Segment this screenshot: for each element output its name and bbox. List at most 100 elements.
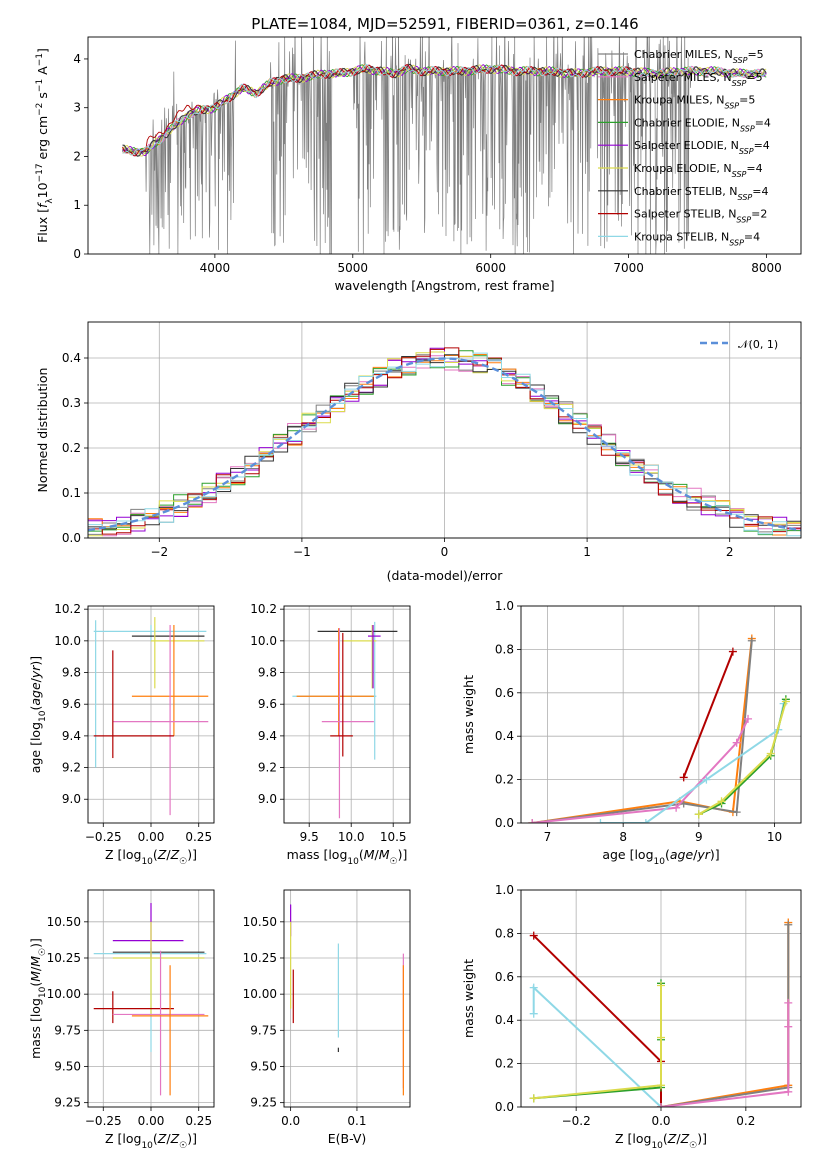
model-spectrum-line: [122, 64, 767, 155]
y-tick-label: 1: [73, 198, 81, 212]
residuals-panel: −2 −1 0 1 2 0.0 0.1 0.2 0.3 0.4 (data-model)/error…: [35, 321, 802, 583]
legend-label-part: =2: [751, 208, 767, 221]
y-tick-label: 0.0: [495, 816, 514, 830]
y-tick-label: 0.0: [62, 531, 81, 545]
weight-marker: [747, 636, 756, 645]
x-tick-label: 0.25: [185, 830, 212, 844]
x-axis-label-part: )]: [187, 847, 197, 862]
x-axis-label-part: (: [153, 847, 158, 862]
y-tick-label: 0.4: [495, 729, 514, 743]
legend-label-part: =4: [755, 116, 771, 129]
plot-area: [292, 621, 398, 819]
y-axis-label-part: )]: [28, 656, 43, 666]
legend-label: Kroupa STELIB, NSSP=4: [634, 230, 760, 247]
y-axis-label-part: −1: [35, 79, 45, 92]
x-axis-label-part: )]: [697, 1131, 707, 1146]
x-axis-label-part: M: [364, 847, 375, 862]
x-axis-label-part: Z: [157, 1131, 167, 1146]
axes-frame: [520, 605, 802, 824]
legend: 𝒩(0, 1): [700, 338, 778, 351]
y-axis-label: age [log10(age/yr)]: [28, 656, 48, 773]
y-axis-label-part: 10: [38, 986, 48, 998]
x-tick-label: 4000: [200, 261, 231, 275]
weight-marker: [784, 998, 793, 1007]
y-tick-label: 9.6: [62, 697, 81, 711]
y-tick-label: 9.50: [54, 1059, 81, 1073]
x-axis-label-part: )]: [710, 847, 720, 862]
errorbar-point: [296, 628, 374, 736]
x-tick-label: 0.0: [281, 1114, 300, 1128]
legend-label-part: Kroupa ELODIE, N: [634, 162, 732, 175]
weight-marker: [694, 810, 703, 819]
y-tick-label: 9.4: [62, 729, 81, 743]
y-axis-label-part: A: [35, 66, 50, 79]
weight-marker: [784, 1022, 793, 1031]
mass-vs-Z-panel: −0.25 0.00 0.25 9.25 9.50 9.75 10.00 10.25 10.50…: [28, 889, 215, 1151]
weight-line: [533, 985, 662, 1100]
y-tick-label: 0.2: [495, 773, 514, 787]
x-axis-label-part: age [log: [602, 847, 653, 862]
legend: Chabrier MILES, NSSP=5 Salpeter MILES, NS…: [598, 48, 771, 247]
axes-frame: [87, 889, 215, 1108]
weight-marker: [766, 749, 775, 758]
errorbar-point: [93, 625, 207, 641]
legend-label-part: Chabrier ELODIE, N: [634, 116, 740, 129]
x-tick-label: −0.2: [562, 1114, 591, 1128]
y-tick-label: 9.75: [54, 1023, 81, 1037]
y-axis-label-part: 10: [35, 182, 50, 198]
x-tick-label: 7: [544, 830, 552, 844]
weight-marker: [641, 819, 650, 823]
x-axis-label-part: M: [379, 847, 390, 862]
y-tick-label: 10.25: [47, 951, 81, 965]
legend-label-part: SSP: [724, 101, 739, 110]
y-tick-label: 2: [73, 149, 81, 163]
x-axis-label-part: Z: [680, 1131, 690, 1146]
errorbar-point: [292, 621, 377, 760]
legend-label: Kroupa ELODIE, NSSP=4: [634, 162, 763, 179]
legend-label-part: SSP: [732, 170, 747, 179]
y-axis-label: mass weight: [461, 675, 476, 754]
weight-marker: [657, 1081, 665, 1090]
plot-area: [93, 617, 209, 816]
legend-label-part: =4: [746, 162, 762, 175]
plot-area: [528, 634, 790, 823]
x-tick-label: 5000: [338, 261, 369, 275]
y-axis-label-part: ☉: [38, 948, 48, 956]
weight-marker: [528, 819, 537, 823]
errorbar-point: [93, 947, 207, 1053]
y-axis-label-part: (: [28, 706, 43, 711]
x-axis-label: E(B-V): [328, 1131, 367, 1146]
x-axis-label-part: /: [693, 847, 698, 862]
x-tick-label: 9: [695, 830, 703, 844]
axes-frame: [87, 321, 802, 539]
x-tick-label: −0.25: [85, 830, 122, 844]
panels: 4000 5000 6000 7000 8000 0 1 2 3 4 wavelength [Ang…: [28, 36, 802, 1151]
weight-marker: [657, 981, 665, 990]
weight-line: [532, 640, 753, 823]
plot-area: [122, 37, 767, 254]
y-axis-label: Flux [fλ10−17 erg cm−2 s−1 A−1]: [35, 48, 55, 243]
y-axis-label-part: −17: [35, 163, 45, 182]
x-axis-label-part: (: [663, 1131, 668, 1146]
x-axis-label-part: )]: [187, 1131, 197, 1146]
x-axis-label-part: Z: [667, 1131, 677, 1146]
errorbar-point: [151, 617, 205, 689]
y-axis-label: Normed distribution: [35, 368, 50, 493]
weight-line: [698, 701, 787, 816]
legend-label: Salpeter MILES, NSSP=5: [634, 71, 763, 88]
y-tick-label: 0.4: [495, 1013, 514, 1027]
y-tick-label: 0.0: [495, 1100, 514, 1114]
x-axis-label-part: /: [676, 1131, 681, 1146]
y-tick-label: 10.0: [54, 634, 81, 648]
legend-label: Chabrier MILES, NSSP=5: [634, 48, 764, 65]
model-spectrum-line: [122, 63, 636, 157]
y-tick-label: 9.25: [54, 1096, 81, 1110]
y-tick-label: 10.00: [243, 987, 277, 1001]
y-tick-label: 0.6: [495, 686, 514, 700]
legend-label-part: =5: [746, 71, 762, 84]
y-tick-label: 9.50: [250, 1059, 277, 1073]
legend-label-part: =4: [744, 230, 760, 243]
weight-line: [660, 1002, 790, 1107]
x-axis-label-part: 10: [141, 1141, 153, 1151]
x-tick-label: 8: [619, 830, 627, 844]
